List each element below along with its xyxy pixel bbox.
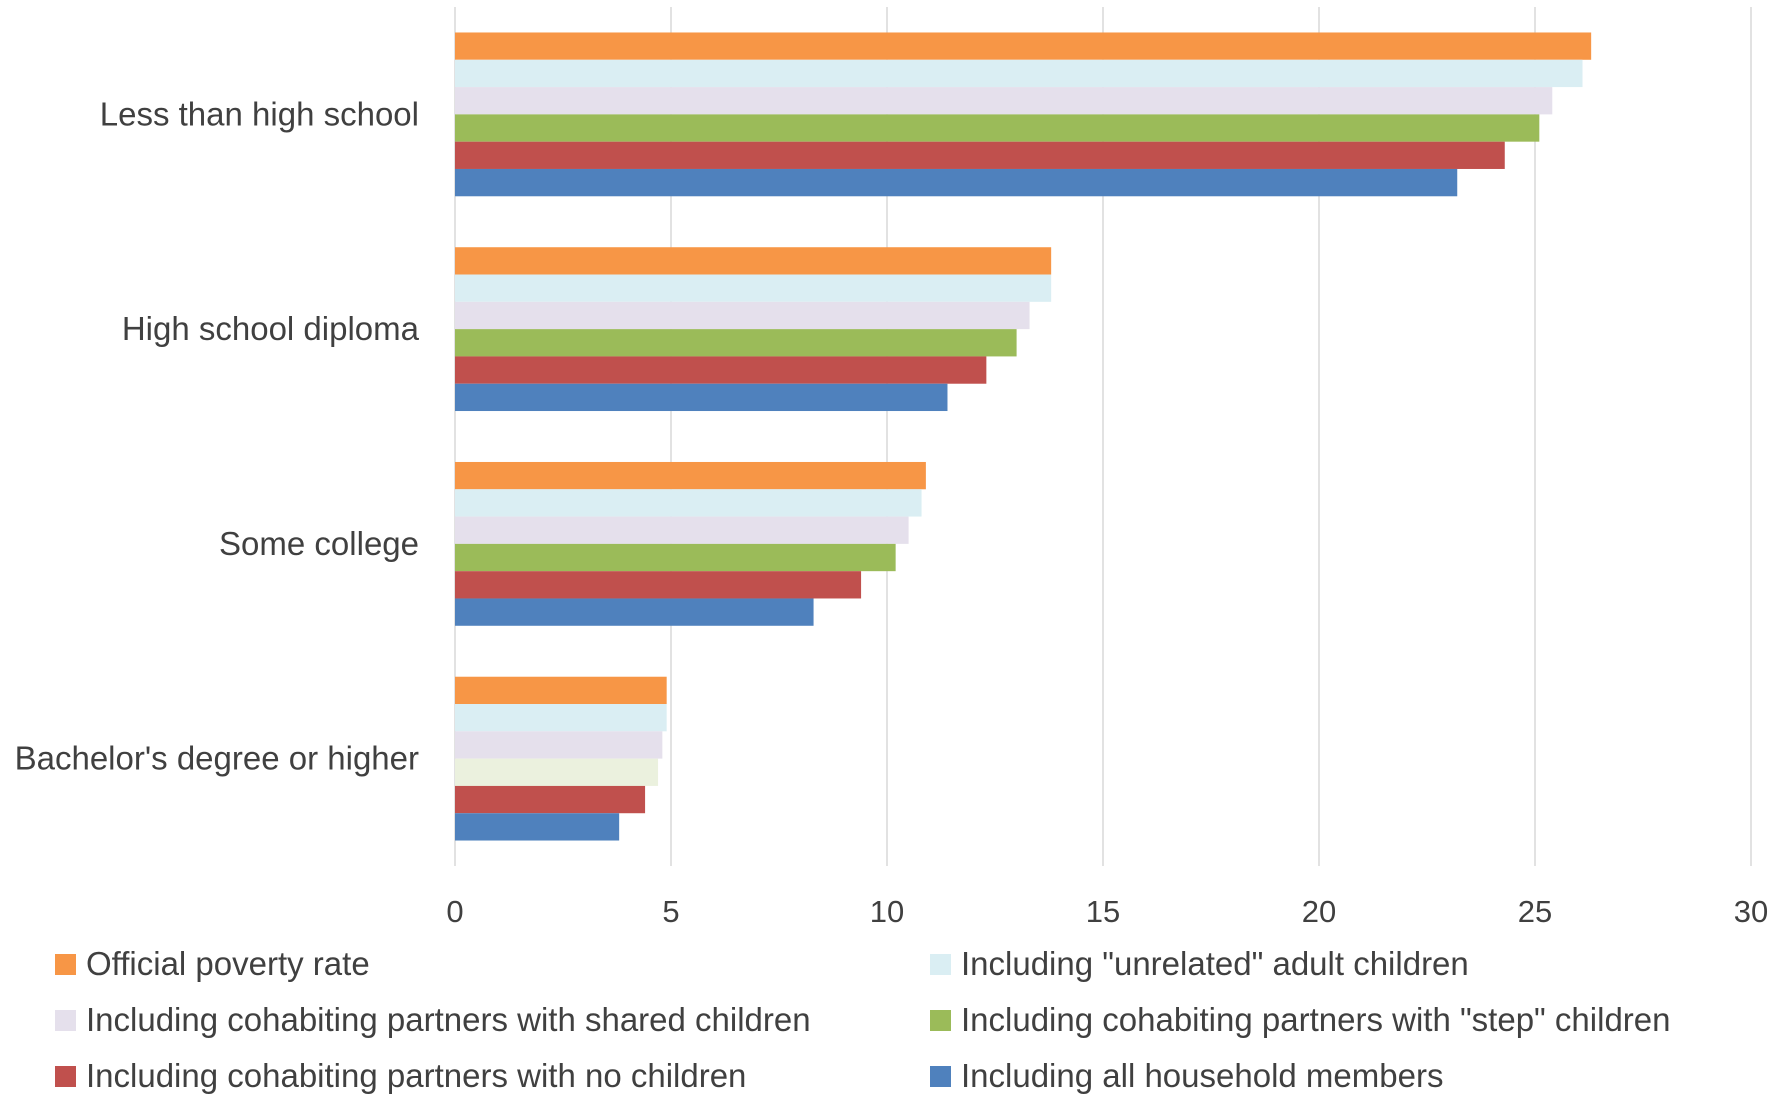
legend-item: Official poverty rate: [55, 945, 370, 983]
poverty-rate-bar-chart: Less than high school High school diploma…: [15, 7, 1768, 929]
bar: [455, 543, 896, 572]
legend-swatch: [930, 1065, 951, 1087]
bar: [455, 301, 1030, 330]
legend-swatch: [55, 1065, 76, 1087]
x-tick-label: 10: [870, 894, 904, 929]
bar: [455, 59, 1583, 88]
legend-swatch: [55, 953, 76, 975]
legend-swatch: [930, 1009, 951, 1031]
bar: [455, 785, 646, 814]
bar: [455, 516, 909, 544]
bar: [455, 87, 1553, 115]
x-tick-label: 30: [1734, 894, 1768, 929]
bar: [455, 274, 1052, 302]
bar: [455, 758, 659, 786]
legend-item: Including cohabiting partners with no ch…: [55, 1057, 746, 1095]
legend-label: Official poverty rate: [86, 945, 370, 982]
legend-label: Including "unrelated" adult children: [961, 945, 1469, 982]
x-tick-label: 15: [1086, 894, 1120, 929]
bar: [455, 247, 1052, 275]
x-axis-tick-labels: 0 5 10 15 20 25 30: [446, 894, 1768, 929]
bar: [455, 489, 922, 517]
x-tick-label: 20: [1302, 894, 1336, 929]
bar: [455, 114, 1540, 142]
bar: [455, 383, 948, 412]
x-tick-label: 25: [1518, 894, 1552, 929]
bar: [455, 461, 926, 490]
bar: [455, 598, 814, 626]
bar: [455, 356, 987, 384]
bar: [455, 704, 667, 732]
bar: [455, 813, 620, 841]
bar: [455, 329, 1017, 357]
legend-label: Including cohabiting partners with share…: [86, 1001, 811, 1038]
legend-item: Including all household members: [930, 1057, 1443, 1095]
x-tick-label: 0: [446, 894, 463, 929]
category-labels: Less than high school High school diploma…: [15, 95, 420, 776]
bar: [455, 731, 663, 759]
bar: [455, 141, 1505, 169]
x-tick-label: 5: [662, 894, 679, 929]
bar: [455, 676, 667, 705]
legend-label: Including cohabiting partners with no ch…: [86, 1057, 747, 1094]
legend-swatch: [55, 1009, 76, 1031]
legend-label: Including all household members: [961, 1057, 1444, 1094]
category-label: High school diploma: [122, 310, 420, 347]
bar: [455, 168, 1458, 197]
legend-item: Including "unrelated" adult children: [930, 945, 1469, 983]
legend-item: Including cohabiting partners with "step…: [930, 1001, 1671, 1039]
bar: [455, 32, 1592, 60]
legend-item: Including cohabiting partners with share…: [55, 1001, 811, 1039]
legend-swatch: [930, 953, 951, 975]
category-label: Some college: [219, 525, 419, 562]
legend-label: Including cohabiting partners with "step…: [961, 1001, 1671, 1038]
category-label: Bachelor's degree or higher: [15, 740, 419, 777]
bars: [455, 32, 1592, 841]
legend: Official poverty rate Including "unrelate…: [0, 945, 1771, 1105]
category-label: Less than high school: [100, 95, 419, 132]
bar: [455, 571, 862, 599]
